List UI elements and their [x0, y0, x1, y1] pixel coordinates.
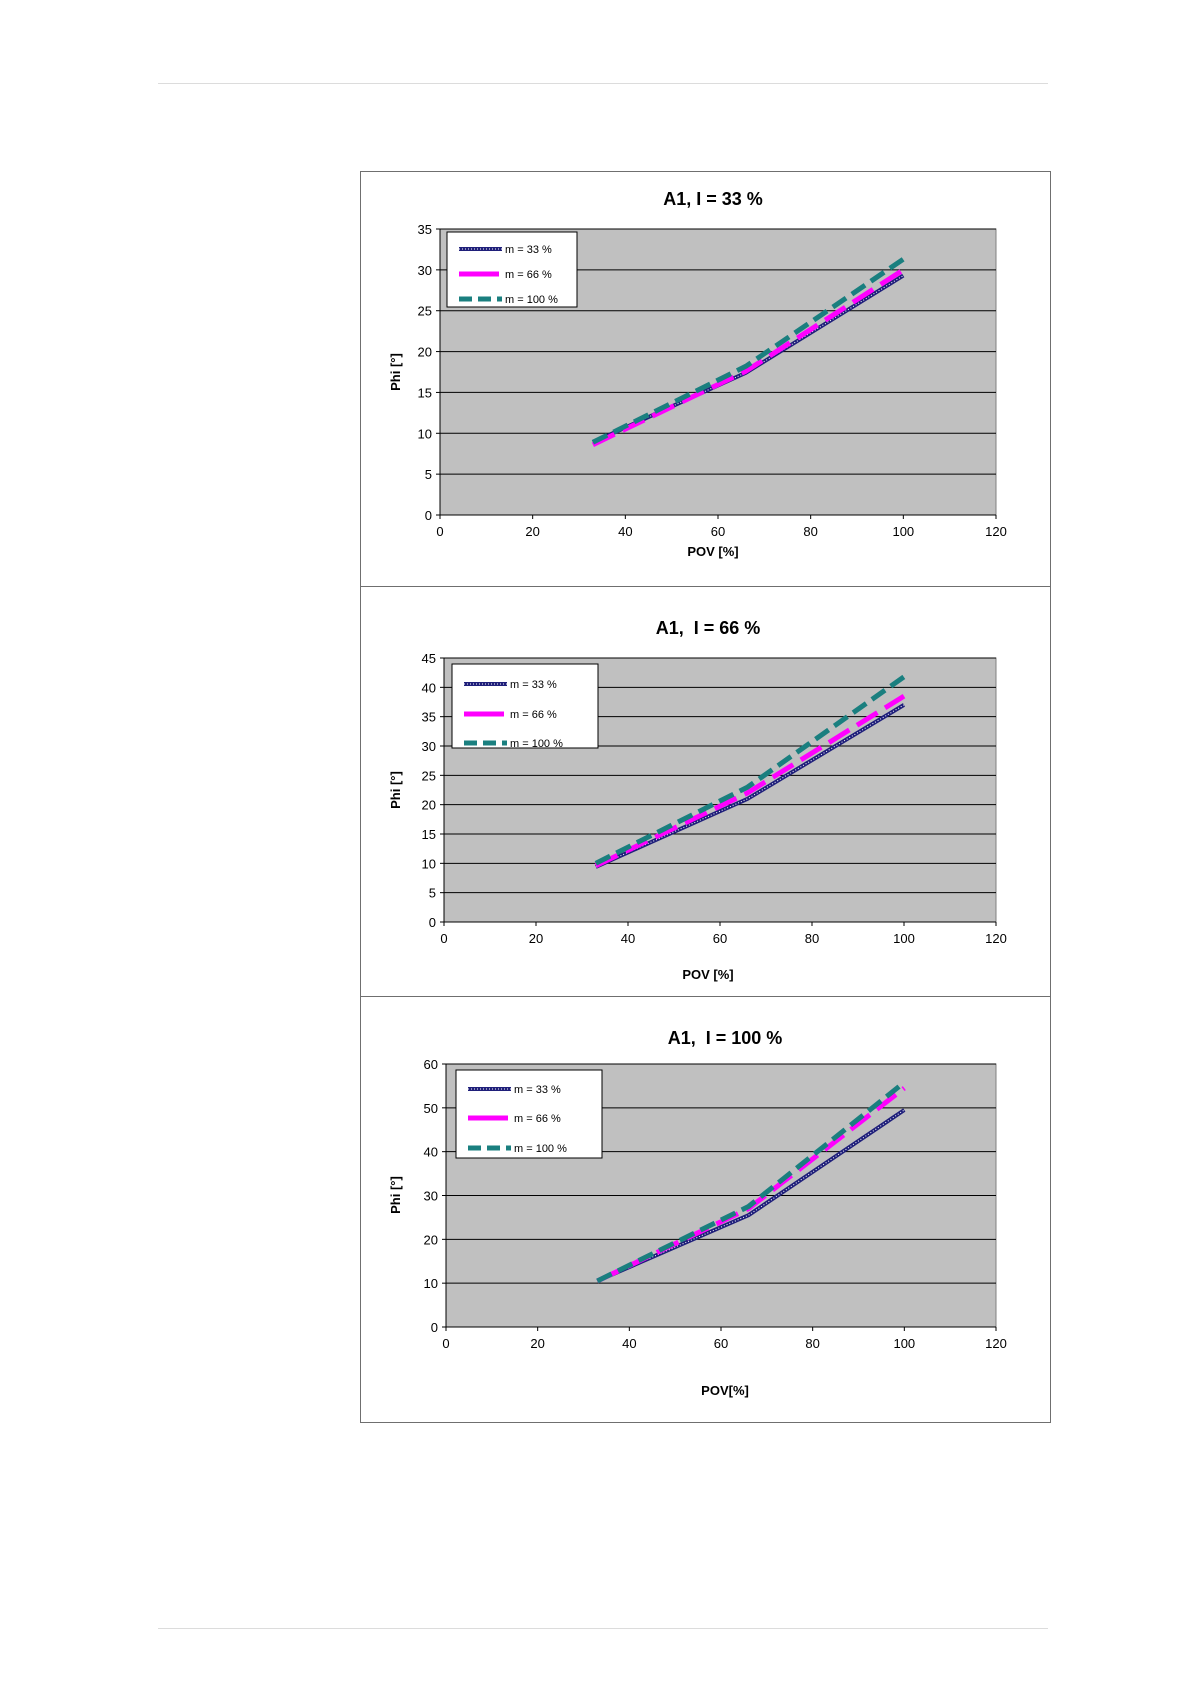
y-tick-label: 35 [418, 222, 432, 237]
y-tick-label: 30 [424, 1189, 438, 1204]
chart-panel-2: 0 5 10 15 20 25 30 35 40 45 0 20 40 60 80 100 120 m = 33 … [360, 587, 1051, 996]
legend-label-2: m = 66 % [505, 269, 552, 281]
charts-frame [360, 171, 1051, 1423]
chart-title: A1, I = 33 % [663, 189, 763, 209]
y-tick-label: 20 [422, 798, 436, 813]
legend-label-3: m = 100 % [510, 738, 563, 750]
chart-title: A1, I = 100 % [668, 1028, 783, 1048]
x-tick-label: 0 [436, 524, 443, 539]
y-tick-label: 0 [425, 508, 432, 523]
x-tick-label: 80 [803, 524, 817, 539]
legend-label-3: m = 100 % [505, 294, 558, 306]
x-axis-label: POV [%] [682, 967, 733, 982]
y-tick-label: 15 [418, 385, 432, 400]
y-tick-label: 45 [422, 651, 436, 666]
series-line-3 [594, 674, 906, 866]
x-tick-label: 20 [525, 524, 539, 539]
legend-label-2: m = 66 % [510, 709, 557, 721]
x-tick-label: 20 [530, 1336, 544, 1351]
y-tick-label: 30 [418, 263, 432, 278]
chart-i66: 0 5 10 15 20 25 30 35 40 45 0 20 40 60 80 100 120 m = 33 … [388, 618, 1007, 982]
x-tick-label: 0 [442, 1336, 449, 1351]
y-tick-label: 20 [424, 1232, 438, 1247]
panel-divider-1 [360, 586, 1051, 587]
series-line-2 [591, 267, 905, 447]
chart-panel-3: 0 10 20 30 40 50 60 0 20 40 60 80 100 120 m = 33 % m = … [360, 997, 1051, 1422]
header-rule [158, 83, 1048, 84]
series-line-2 [594, 693, 906, 868]
legend-label-1: m = 33 % [505, 244, 552, 256]
y-tick-label: 25 [422, 768, 436, 783]
x-tick-label: 100 [893, 1336, 915, 1351]
x-tick-label: 40 [618, 524, 632, 539]
y-tick-label: 5 [429, 886, 436, 901]
x-tick-label: 40 [621, 931, 635, 946]
y-tick-label: 40 [424, 1145, 438, 1160]
x-tick-label: 80 [805, 931, 819, 946]
y-tick-label: 10 [418, 426, 432, 441]
x-tick-label: 100 [892, 524, 914, 539]
legend [451, 663, 599, 749]
y-axis-label: Phi [°] [388, 771, 403, 809]
y-tick-label: 50 [424, 1101, 438, 1116]
chart-i33: 0 5 10 15 20 25 30 35 0 20 40 60 80 100 120 m = 33 % m =… [388, 189, 1007, 559]
y-tick-label: 60 [424, 1057, 438, 1072]
y-tick-label: 0 [431, 1320, 438, 1335]
y-tick-label: 5 [425, 467, 432, 482]
footer-rule [158, 1628, 1048, 1629]
x-tick-label: 100 [893, 931, 915, 946]
x-tick-label: 0 [440, 931, 447, 946]
chart-panel-1: 0 5 10 15 20 25 30 35 0 20 40 60 80 100 120 m = 33 % m =… [360, 172, 1051, 586]
x-tick-label: 120 [985, 1336, 1007, 1351]
y-axis-label: Phi [°] [388, 353, 403, 391]
legend-label-1: m = 33 % [514, 1084, 561, 1096]
y-tick-label: 15 [422, 827, 436, 842]
series-line-texture [592, 275, 904, 443]
y-tick-label: 40 [422, 680, 436, 695]
legend-label-1: m = 33 % [510, 679, 557, 691]
legend-label-3: m = 100 % [514, 1143, 567, 1155]
y-tick-label: 25 [418, 304, 432, 319]
chart-i100: 0 10 20 30 40 50 60 0 20 40 60 80 100 120 m = 33 % m = … [388, 1028, 1007, 1398]
x-axis-label: POV [%] [687, 544, 738, 559]
x-tick-label: 40 [622, 1336, 636, 1351]
x-tick-label: 60 [714, 1336, 728, 1351]
x-tick-label: 120 [985, 931, 1007, 946]
series-line-3 [596, 1080, 906, 1284]
x-tick-label: 60 [711, 524, 725, 539]
y-axis-label: Phi [°] [388, 1176, 403, 1214]
x-axis-label: POV[%] [701, 1383, 749, 1398]
x-tick-label: 20 [529, 931, 543, 946]
y-tick-label: 35 [422, 710, 436, 725]
legend [455, 1069, 603, 1159]
y-tick-label: 20 [418, 345, 432, 360]
y-tick-label: 0 [429, 915, 436, 930]
legend [446, 231, 578, 308]
x-tick-label: 80 [805, 1336, 819, 1351]
chart-title: A1, I = 66 % [656, 618, 761, 638]
legend-label-2: m = 66 % [514, 1113, 561, 1125]
series-line-3 [591, 257, 905, 445]
y-tick-label: 30 [422, 739, 436, 754]
panel-divider-2 [360, 996, 1051, 997]
y-tick-label: 10 [422, 856, 436, 871]
x-tick-label: 120 [985, 524, 1007, 539]
x-tick-label: 60 [713, 931, 727, 946]
y-tick-label: 10 [424, 1276, 438, 1291]
